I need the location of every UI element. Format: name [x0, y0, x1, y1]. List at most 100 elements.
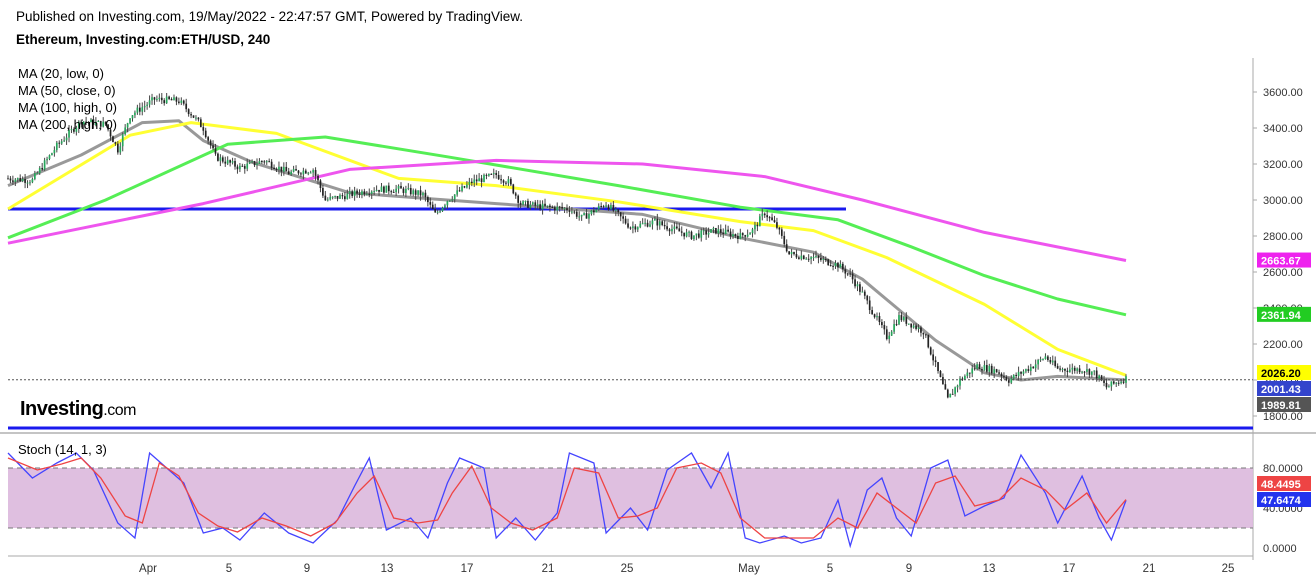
candle-body: [1012, 374, 1015, 379]
stoch-d-tag: 48.4495: [1257, 476, 1311, 491]
candle-body: [253, 161, 256, 166]
x-tick-label: 13: [983, 563, 996, 575]
candle-body: [1073, 367, 1076, 371]
candle-body: [529, 204, 532, 208]
legend-ma200: MA (200, high, 0): [18, 117, 117, 132]
candle-body: [776, 222, 778, 228]
candle-body: [939, 371, 942, 378]
candle-body: [758, 216, 761, 227]
candle-body: [202, 127, 205, 131]
candle-body: [153, 97, 156, 100]
candle-body: [75, 127, 78, 132]
candle-body: [719, 229, 722, 233]
candle-body: [695, 233, 698, 236]
candle-body: [390, 191, 393, 193]
candle-body: [29, 182, 31, 184]
candle-body: [834, 262, 837, 267]
candle-body: [583, 213, 585, 215]
candle-body: [849, 273, 852, 275]
candle-body: [331, 196, 334, 198]
candle-body: [961, 378, 964, 380]
candle-body: [644, 222, 646, 224]
candle-body: [77, 121, 80, 128]
candle-body: [951, 393, 954, 395]
candle-body: [53, 150, 56, 154]
candle-body: [1100, 375, 1103, 381]
price-tag-text: 47.6474: [1261, 495, 1302, 507]
candle-body: [209, 140, 212, 146]
price-tag-bg: [1257, 381, 1311, 396]
candle-body: [156, 98, 158, 100]
price-tag-text: 2001.43: [1261, 384, 1301, 396]
candle-body: [517, 195, 520, 203]
candle-body: [619, 212, 622, 217]
candle-body: [285, 166, 288, 172]
candle-body: [910, 323, 913, 328]
x-tick-label: 21: [542, 563, 555, 575]
candle-body: [9, 178, 12, 181]
candle-body: [634, 226, 637, 230]
candle-body: [798, 257, 800, 259]
candle-body: [170, 99, 173, 101]
x-tick-label: 25: [621, 563, 634, 575]
candle-body: [107, 124, 109, 130]
candle-body: [234, 161, 236, 167]
candle-body: [690, 231, 693, 240]
candle-body: [280, 166, 283, 172]
candle-body: [158, 97, 161, 99]
logo-tld: .com: [103, 402, 136, 419]
candle-body: [297, 170, 300, 174]
candle-body: [1039, 359, 1042, 361]
candle-body: [993, 369, 996, 374]
candle-body: [868, 300, 871, 311]
y-tick-label: 2600.00: [1263, 267, 1303, 279]
candle-body: [141, 107, 144, 112]
price-tag-text: 1989.81: [1261, 400, 1301, 412]
candle-body: [654, 218, 656, 221]
candle-body: [612, 204, 615, 211]
candle-body: [304, 170, 307, 174]
candle-body: [456, 190, 459, 195]
candle-body: [1083, 371, 1086, 373]
candle-body: [104, 121, 107, 125]
candle-body: [82, 121, 85, 125]
candle-body: [451, 199, 454, 201]
logo-name: Investing: [20, 398, 104, 420]
candle-body: [805, 258, 808, 260]
price-tag: 2663.67: [1257, 252, 1311, 268]
candle-body: [7, 178, 9, 180]
candle-body: [820, 257, 822, 260]
candle-body: [561, 206, 563, 209]
candle-body: [1120, 381, 1122, 384]
x-tick-label: 9: [304, 563, 310, 575]
candle-body: [480, 178, 483, 183]
candle-body: [400, 185, 402, 189]
candle-body: [812, 256, 815, 258]
legend-ma50: MA (50, close, 0): [18, 83, 116, 98]
candle-body: [458, 190, 461, 192]
candle-body: [771, 217, 773, 221]
candle-body: [302, 170, 305, 175]
candle-body: [866, 295, 869, 301]
candle-body: [168, 96, 170, 100]
candle-body: [1047, 356, 1049, 361]
candle-body: [68, 130, 70, 138]
candle-body: [815, 255, 817, 257]
candle-body: [737, 235, 739, 239]
candle-body: [683, 232, 686, 237]
candle-body: [556, 206, 559, 211]
candle-body: [519, 202, 522, 205]
candle-body: [973, 368, 976, 370]
candle-body: [1086, 369, 1088, 372]
candle-body: [375, 189, 378, 192]
candle-body: [353, 190, 356, 197]
candle-body: [131, 115, 134, 119]
candle-body: [461, 186, 463, 191]
candle-body: [1056, 366, 1059, 369]
candle-body: [341, 195, 344, 197]
candle-body: [900, 315, 903, 321]
candle-body: [187, 109, 190, 115]
candle-body: [585, 213, 588, 219]
ma-legend: MA (20, low, 0) MA (50, close, 0) MA (10…: [18, 65, 117, 133]
